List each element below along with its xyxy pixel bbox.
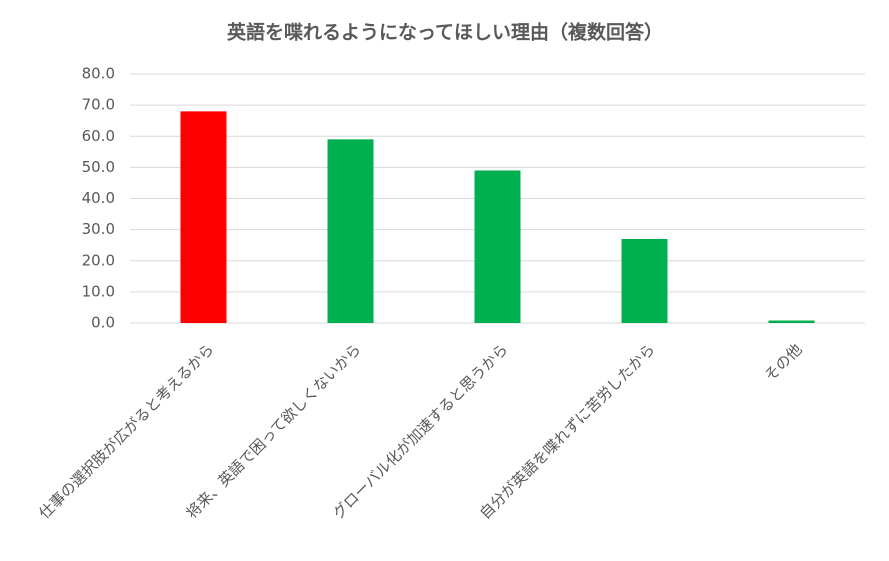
y-tick-label: 80.0 [82, 65, 115, 83]
bar [180, 111, 227, 323]
y-tick-label: 0.0 [91, 314, 115, 332]
bar [621, 238, 668, 323]
bar [474, 170, 521, 323]
y-tick-label: 40.0 [82, 189, 115, 207]
bar [327, 139, 374, 323]
y-tick-label: 10.0 [82, 282, 115, 300]
y-tick-label: 70.0 [82, 96, 115, 114]
y-tick-label: 60.0 [82, 127, 115, 145]
y-tick-label: 20.0 [82, 251, 115, 269]
y-tick-label: 50.0 [82, 158, 115, 176]
chart-title: 英語を喋れるようになってほしい理由（複数回答） [227, 21, 663, 44]
y-tick-label: 30.0 [82, 220, 115, 238]
bar [768, 320, 815, 323]
